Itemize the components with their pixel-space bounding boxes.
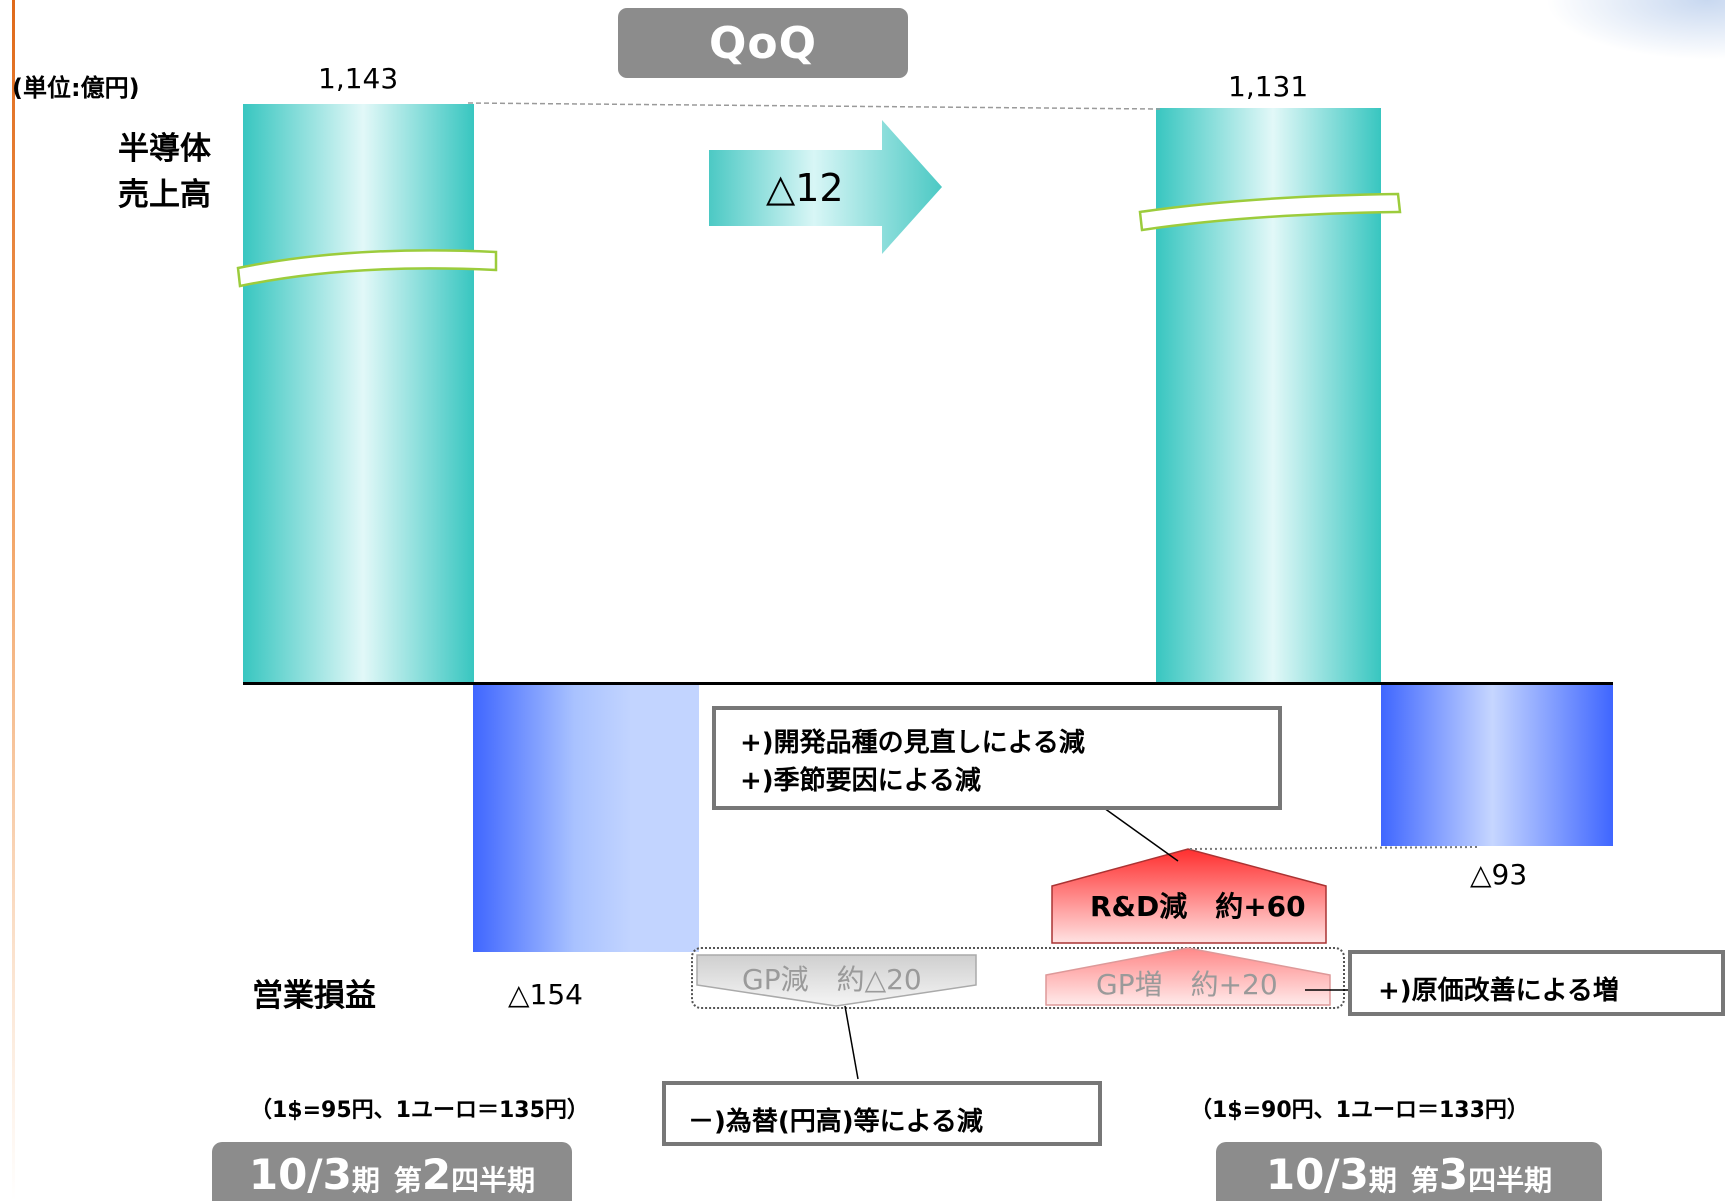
left-accent-rule <box>12 0 15 1201</box>
fx-callout-connector <box>844 1005 859 1080</box>
rd-callout-connector <box>1103 807 1179 862</box>
rd-bridge-arrow <box>1051 848 1327 944</box>
rd-bridge-label: R&D減 約+60 <box>1090 890 1306 923</box>
period-q2-year: 10/3 <box>248 1150 352 1199</box>
period-q2-qsuffix: 四半期 <box>451 1164 536 1197</box>
unit-label: (単位:億円) <box>12 74 140 102</box>
sales-row-label: 半導体 売上高 <box>118 126 211 218</box>
operating-value-q3: △93 <box>1470 858 1528 891</box>
axis-break-mark-q3 <box>1138 192 1402 232</box>
operating-value-q2: △154 <box>508 978 583 1011</box>
period-q3-num: 3 <box>1438 1150 1469 1199</box>
period-q2-suffix: 期 <box>351 1164 380 1197</box>
gp-group-box <box>691 947 1345 1009</box>
operating-row-label: 営業損益 <box>252 978 376 1014</box>
change-arrow-label: △12 <box>766 166 844 210</box>
sales-reference-line <box>467 102 1161 110</box>
change-arrow <box>709 120 942 254</box>
period-q2-prefix: 第 <box>393 1164 422 1197</box>
operating-bar-q2 <box>473 684 699 952</box>
period-q2-num: 2 <box>421 1150 452 1199</box>
rd-level-line <box>1189 846 1479 850</box>
sales-bar-q2 <box>243 104 474 682</box>
fx-rate-q3: （1$=90円、1ユーロ＝133円） <box>1190 1098 1529 1123</box>
zero-axis-line <box>243 682 1613 685</box>
period-q3-prefix: 第 <box>1410 1164 1439 1197</box>
fx-callout: －)為替(円高)等による減 <box>662 1081 1102 1146</box>
sales-label-line2: 売上高 <box>118 177 211 213</box>
period-q3-suffix: 期 <box>1368 1164 1397 1197</box>
gp-down-label: GP減 約△20 <box>742 963 922 996</box>
sales-value-q3: 1,131 <box>1228 70 1309 103</box>
rd-reasons-callout: +)開発品種の見直しによる減 +)季節要因による減 <box>712 706 1282 810</box>
operating-bar-q3 <box>1381 684 1613 846</box>
rd-reason-2: +)季節要因による減 <box>740 766 981 796</box>
cost-callout: +)原価改善による増 <box>1348 950 1725 1016</box>
period-label-q3: 10/3 期 第 3 四半期 <box>1216 1142 1602 1201</box>
sales-value-q2: 1,143 <box>318 62 399 95</box>
fx-rate-q2: （1$=95円、1ユーロ＝135円） <box>250 1098 589 1123</box>
qoq-badge: QoQ <box>618 8 908 78</box>
gp-up-label: GP増 約+20 <box>1096 968 1278 1001</box>
axis-break-mark-q2 <box>236 249 498 288</box>
period-label-q2: 10/3 期 第 2 四半期 <box>212 1142 572 1201</box>
corner-decoration <box>1545 0 1725 60</box>
period-q3-qsuffix: 四半期 <box>1468 1164 1553 1197</box>
sales-label-line1: 半導体 <box>118 131 211 167</box>
gp-down-arrow <box>696 954 977 1007</box>
rd-reason-1: +)開発品種の見直しによる減 <box>740 728 1085 758</box>
period-q3-year: 10/3 <box>1265 1150 1369 1199</box>
